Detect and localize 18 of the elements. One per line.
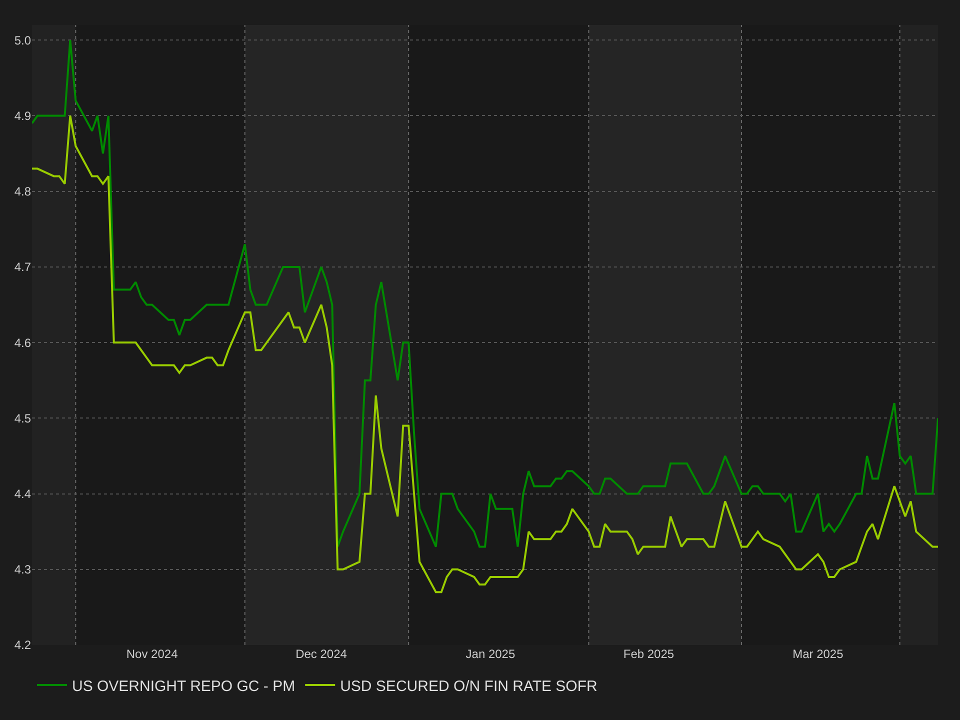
y-tick-label: 4.8 (14, 184, 32, 199)
line-series (32, 114, 938, 594)
x-tick-label: Feb 2025 (623, 647, 674, 661)
y-tick-label: 4.9 (14, 108, 32, 123)
legend-label: US OVERNIGHT REPO GC - PM (72, 678, 296, 695)
x-tick-label: Nov 2024 (126, 647, 178, 661)
y-tick-label: 4.4 (14, 486, 32, 501)
y-tick-label: 4.3 (14, 562, 32, 577)
y-tick-label: 4.7 (14, 260, 32, 274)
y-tick-label: 4.5 (14, 411, 32, 426)
x-tick-label: Jan 2025 (466, 647, 516, 661)
x-tick-label: Mar 2025 (792, 647, 844, 661)
legend-label: USD SECURED O/N FIN RATE SOFR (340, 678, 598, 695)
y-tick-label: 4.2 (14, 638, 32, 652)
y-tick-label: 4.6 (14, 336, 32, 350)
line-series (32, 39, 938, 548)
x-tick-label: Dec 2024 (296, 647, 348, 661)
y-tick-label: 5.0 (14, 33, 32, 48)
